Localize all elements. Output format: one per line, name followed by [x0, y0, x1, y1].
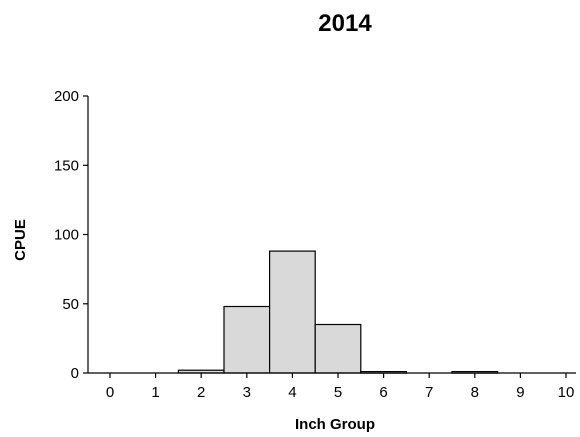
x-tick-label-2: 2: [197, 384, 205, 401]
bar-inch-3: [223, 305, 271, 374]
y-tick-label-50: 50: [62, 296, 79, 313]
x-ticks-layer: 0 1 2 3 4 5 6 7 8 9 10: [106, 373, 575, 401]
x-tick-label-1: 1: [151, 384, 159, 401]
x-tick-label-3: 3: [243, 384, 251, 401]
chart-title: 2014: [318, 10, 372, 37]
x-tick-label-7: 7: [425, 384, 433, 401]
bar-inch-4: [269, 250, 316, 374]
x-tick-label-8: 8: [471, 384, 479, 401]
x-tick-label-9: 9: [516, 384, 524, 401]
y-tick-label-150: 150: [54, 157, 79, 174]
x-tick-label-4: 4: [288, 384, 296, 401]
x-axis-title: Inch Group: [295, 416, 375, 433]
x-tick-label-5: 5: [334, 384, 342, 401]
x-tick-label-10: 10: [558, 384, 575, 401]
x-tick-label-6: 6: [379, 384, 387, 401]
bar-inch-5: [314, 323, 362, 374]
bars-layer: [177, 250, 499, 374]
y-axis-title: CPUE: [12, 219, 29, 261]
y-ticks-layer: 0 50 100 150 200: [54, 88, 88, 382]
x-tick-label-0: 0: [106, 384, 114, 401]
y-tick-label-200: 200: [54, 88, 79, 105]
y-tick-label-100: 100: [54, 227, 79, 244]
y-tick-label-0: 0: [71, 365, 79, 382]
